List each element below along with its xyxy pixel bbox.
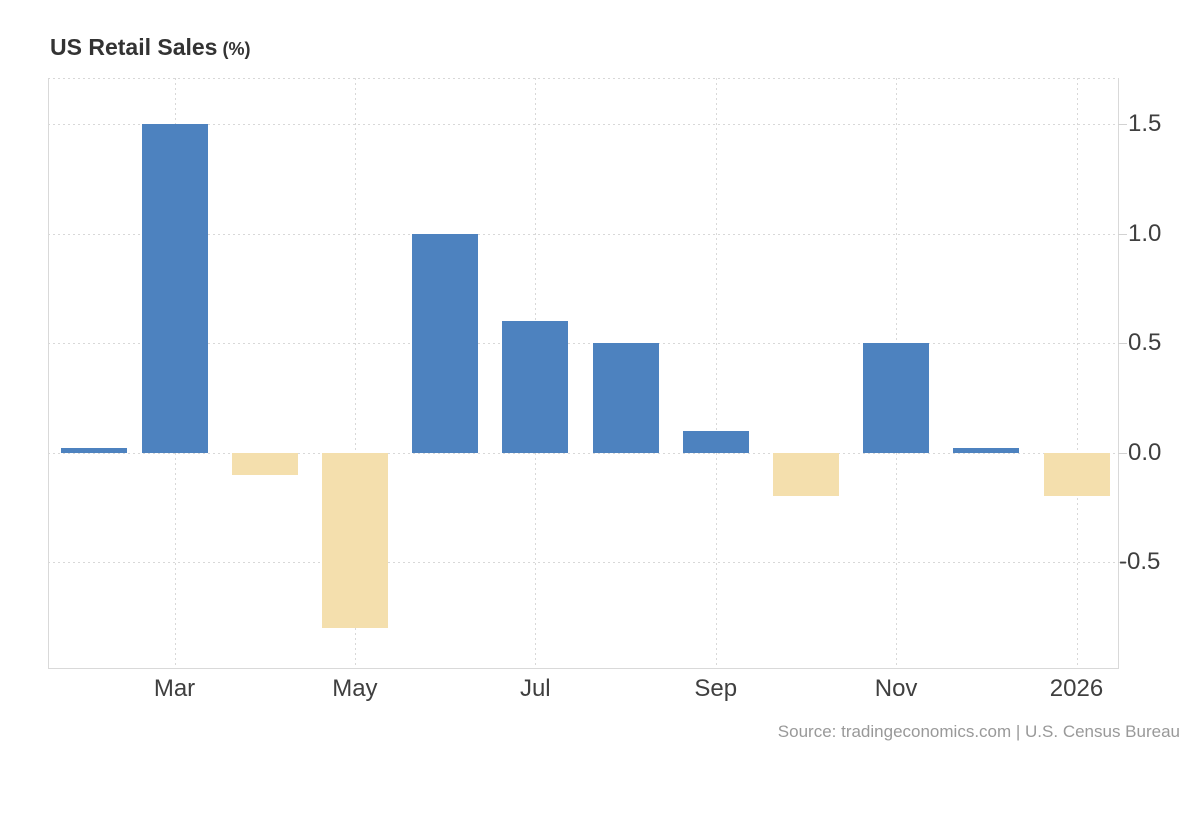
- y-axis-label-0.0: 0.0: [1128, 438, 1162, 466]
- y-gridline-0.5: [48, 343, 1118, 345]
- bar-mar: [141, 124, 208, 453]
- plot-top-border: [48, 78, 1118, 79]
- chart-header: US Retail Sales (%): [50, 34, 250, 61]
- bar-month-9: [772, 452, 839, 497]
- y-gridline--0.5: [48, 562, 1118, 564]
- x-gridline-2026: [1076, 78, 1078, 668]
- y-axis-label-1.0: 1.0: [1128, 219, 1162, 247]
- y-axis-label-0.5: 0.5: [1128, 329, 1162, 357]
- y-tick-mark: [1118, 233, 1127, 235]
- bar-jul: [502, 321, 569, 453]
- y-tick-mark: [1118, 562, 1127, 564]
- bar-month-11: [953, 448, 1020, 453]
- y-gridline-1.5: [48, 124, 1118, 126]
- y-axis-left-line: [48, 78, 49, 668]
- bar-sep: [682, 430, 749, 453]
- x-axis-label-nov: Nov: [874, 675, 918, 702]
- y-axis-label--0.5: -0.5: [1119, 548, 1161, 576]
- bar-month-5: [412, 233, 479, 453]
- x-axis-line: [48, 668, 1119, 669]
- bar-month-7: [592, 343, 659, 453]
- x-gridline-may: [354, 78, 356, 668]
- x-axis-label-mar: Mar: [153, 675, 196, 702]
- chart-title: US Retail Sales: [50, 34, 218, 60]
- y-tick-mark: [1118, 452, 1127, 454]
- x-axis-label-jul: Jul: [519, 675, 551, 702]
- bar-nov: [863, 343, 930, 453]
- source-attribution: Source: tradingeconomics.com | U.S. Cens…: [777, 722, 1180, 741]
- y-gridline-1.0: [48, 233, 1118, 235]
- bar-month-1: [60, 448, 127, 453]
- y-gridline-0.0: [48, 452, 1118, 454]
- bar-month-3: [231, 452, 298, 475]
- bar-2026: [1043, 452, 1110, 497]
- y-axis-label-1.5: 1.5: [1128, 110, 1162, 138]
- y-tick-mark: [1118, 343, 1127, 345]
- y-axis-right-line: [1118, 78, 1119, 668]
- bar-may: [321, 452, 388, 628]
- x-axis-label-sep: Sep: [694, 675, 738, 702]
- x-axis-label-may: May: [332, 675, 378, 702]
- x-gridline-sep: [715, 78, 717, 668]
- x-axis-label-2026: 2026: [1049, 675, 1104, 702]
- plot-area: 1.5 1.0 0.5 0.0 -0.5 Mar May Jul Sep Nov 2026: [48, 78, 1161, 702]
- y-tick-mark: [1118, 124, 1127, 126]
- chart-title-unit: (%): [222, 39, 251, 59]
